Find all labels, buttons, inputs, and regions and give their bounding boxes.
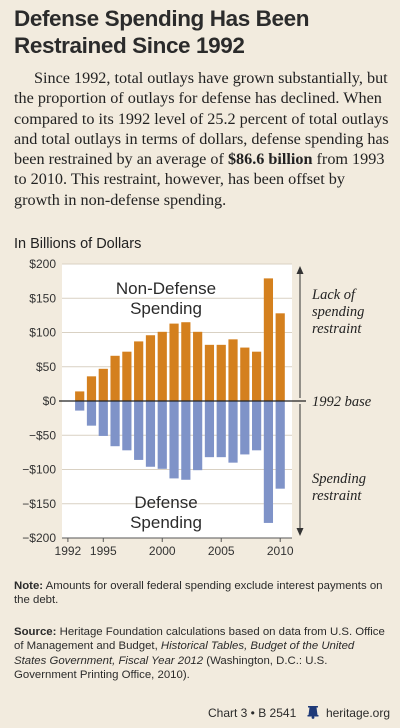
non-defense-bar bbox=[181, 322, 191, 401]
non-defense-bar bbox=[145, 335, 156, 401]
intro-text-after: from 1993 to 2010. This restraint, howev… bbox=[14, 150, 385, 209]
defense-series-label: Spending bbox=[130, 513, 202, 532]
y-tick-label: $0 bbox=[43, 394, 57, 408]
y-tick-label: $50 bbox=[36, 360, 56, 374]
spending-restraint-annotation: Spending bbox=[312, 471, 366, 487]
liberty-bell-icon bbox=[307, 706, 319, 719]
non-defense-bar bbox=[252, 351, 262, 401]
non-defense-bar bbox=[228, 339, 238, 401]
site-link[interactable]: heritage.org bbox=[325, 706, 390, 720]
defense-bar bbox=[169, 401, 179, 479]
note-label: Note: bbox=[14, 580, 44, 592]
defense-bar bbox=[122, 401, 132, 451]
defense-bar bbox=[275, 401, 285, 489]
chart-id: Chart 3 • B 2541 bbox=[208, 706, 297, 720]
y-tick-label: −$200 bbox=[22, 531, 56, 545]
non-defense-bar bbox=[134, 341, 144, 401]
x-tick-label: 2005 bbox=[208, 544, 235, 558]
defense-bar bbox=[193, 401, 203, 471]
intro-highlight: $86.6 billion bbox=[227, 150, 313, 169]
x-tick-label: 2000 bbox=[149, 544, 176, 558]
source-body-2: (Washington, D.C.: U.S. Government Print… bbox=[14, 654, 328, 681]
non-defense-bar bbox=[86, 376, 97, 401]
defense-bar bbox=[181, 401, 191, 480]
lack-of-restraint-annotation: restraint bbox=[312, 321, 362, 337]
non-defense-bar bbox=[275, 313, 285, 401]
defense-bar bbox=[134, 401, 144, 460]
chart-title: Defense Spending Has Been Restrained Sin… bbox=[14, 6, 310, 58]
defense-bar bbox=[157, 401, 167, 469]
y-tick-label: $150 bbox=[29, 291, 56, 305]
defense-bar bbox=[263, 401, 274, 523]
defense-bar bbox=[216, 401, 226, 458]
lack-arrow-head bbox=[296, 266, 304, 274]
unit-label: In Billions of Dollars bbox=[14, 236, 142, 252]
defense-bar bbox=[204, 401, 215, 458]
intro-text-before: Since 1992, total outlays have grown sub… bbox=[14, 69, 389, 169]
non-defense-bar bbox=[75, 391, 85, 401]
non-defense-bar bbox=[263, 278, 274, 401]
non-defense-bar bbox=[110, 355, 120, 401]
note-text: Note: Amounts for overall federal spendi… bbox=[14, 579, 386, 608]
defense-series-label: Defense bbox=[134, 493, 197, 512]
x-tick-label: 1995 bbox=[90, 544, 117, 558]
non-defense-bar bbox=[204, 344, 215, 401]
restraint-arrow-head bbox=[296, 528, 304, 536]
non-defense-bar bbox=[157, 331, 167, 401]
defense-bar bbox=[252, 401, 262, 451]
non-defense-bar bbox=[122, 351, 132, 401]
y-tick-label: −$150 bbox=[22, 497, 56, 511]
source-body-1: Heritage Foundation calculations based o… bbox=[14, 626, 385, 653]
non-defense-bar bbox=[169, 323, 179, 401]
non-defense-series-label: Spending bbox=[130, 299, 202, 318]
spending-restraint-annotation: restraint bbox=[312, 488, 362, 504]
x-tick-label: 2010 bbox=[267, 544, 294, 558]
defense-bar bbox=[228, 401, 238, 463]
y-tick-label: $200 bbox=[29, 257, 56, 271]
note-body: Amounts for overall federal spending exc… bbox=[14, 580, 383, 607]
footer: Chart 3 • B 2541 heritage.org bbox=[208, 705, 390, 720]
source-title: Historical Tables, Budget of the United … bbox=[14, 640, 355, 667]
defense-bar bbox=[240, 401, 250, 455]
non-defense-bar bbox=[193, 331, 203, 401]
non-defense-bar bbox=[240, 347, 250, 401]
x-tick-label: 1992 bbox=[55, 544, 82, 558]
y-tick-label: −$50 bbox=[29, 428, 56, 442]
bar-chart: $200$150$100$50$0−$50−$100−$150−$2001992… bbox=[22, 257, 372, 558]
intro-paragraph: Since 1992, total outlays have grown sub… bbox=[14, 68, 390, 210]
defense-bar bbox=[110, 401, 120, 447]
source-text: Source: Heritage Foundation calculations… bbox=[14, 625, 386, 682]
source-label: Source: bbox=[14, 626, 57, 638]
defense-bar bbox=[75, 401, 85, 411]
defense-bar bbox=[86, 401, 97, 426]
defense-bar bbox=[145, 401, 156, 467]
non-defense-series-label: Non-Defense bbox=[116, 279, 216, 298]
non-defense-bar bbox=[216, 344, 226, 401]
y-tick-label: $100 bbox=[29, 326, 56, 340]
lack-of-restraint-annotation: spending bbox=[312, 304, 364, 320]
y-tick-label: −$100 bbox=[22, 463, 56, 477]
base-annotation: 1992 base bbox=[312, 394, 372, 410]
non-defense-bar bbox=[98, 368, 108, 401]
defense-bar bbox=[98, 401, 108, 436]
lack-of-restraint-annotation: Lack of bbox=[311, 287, 357, 303]
